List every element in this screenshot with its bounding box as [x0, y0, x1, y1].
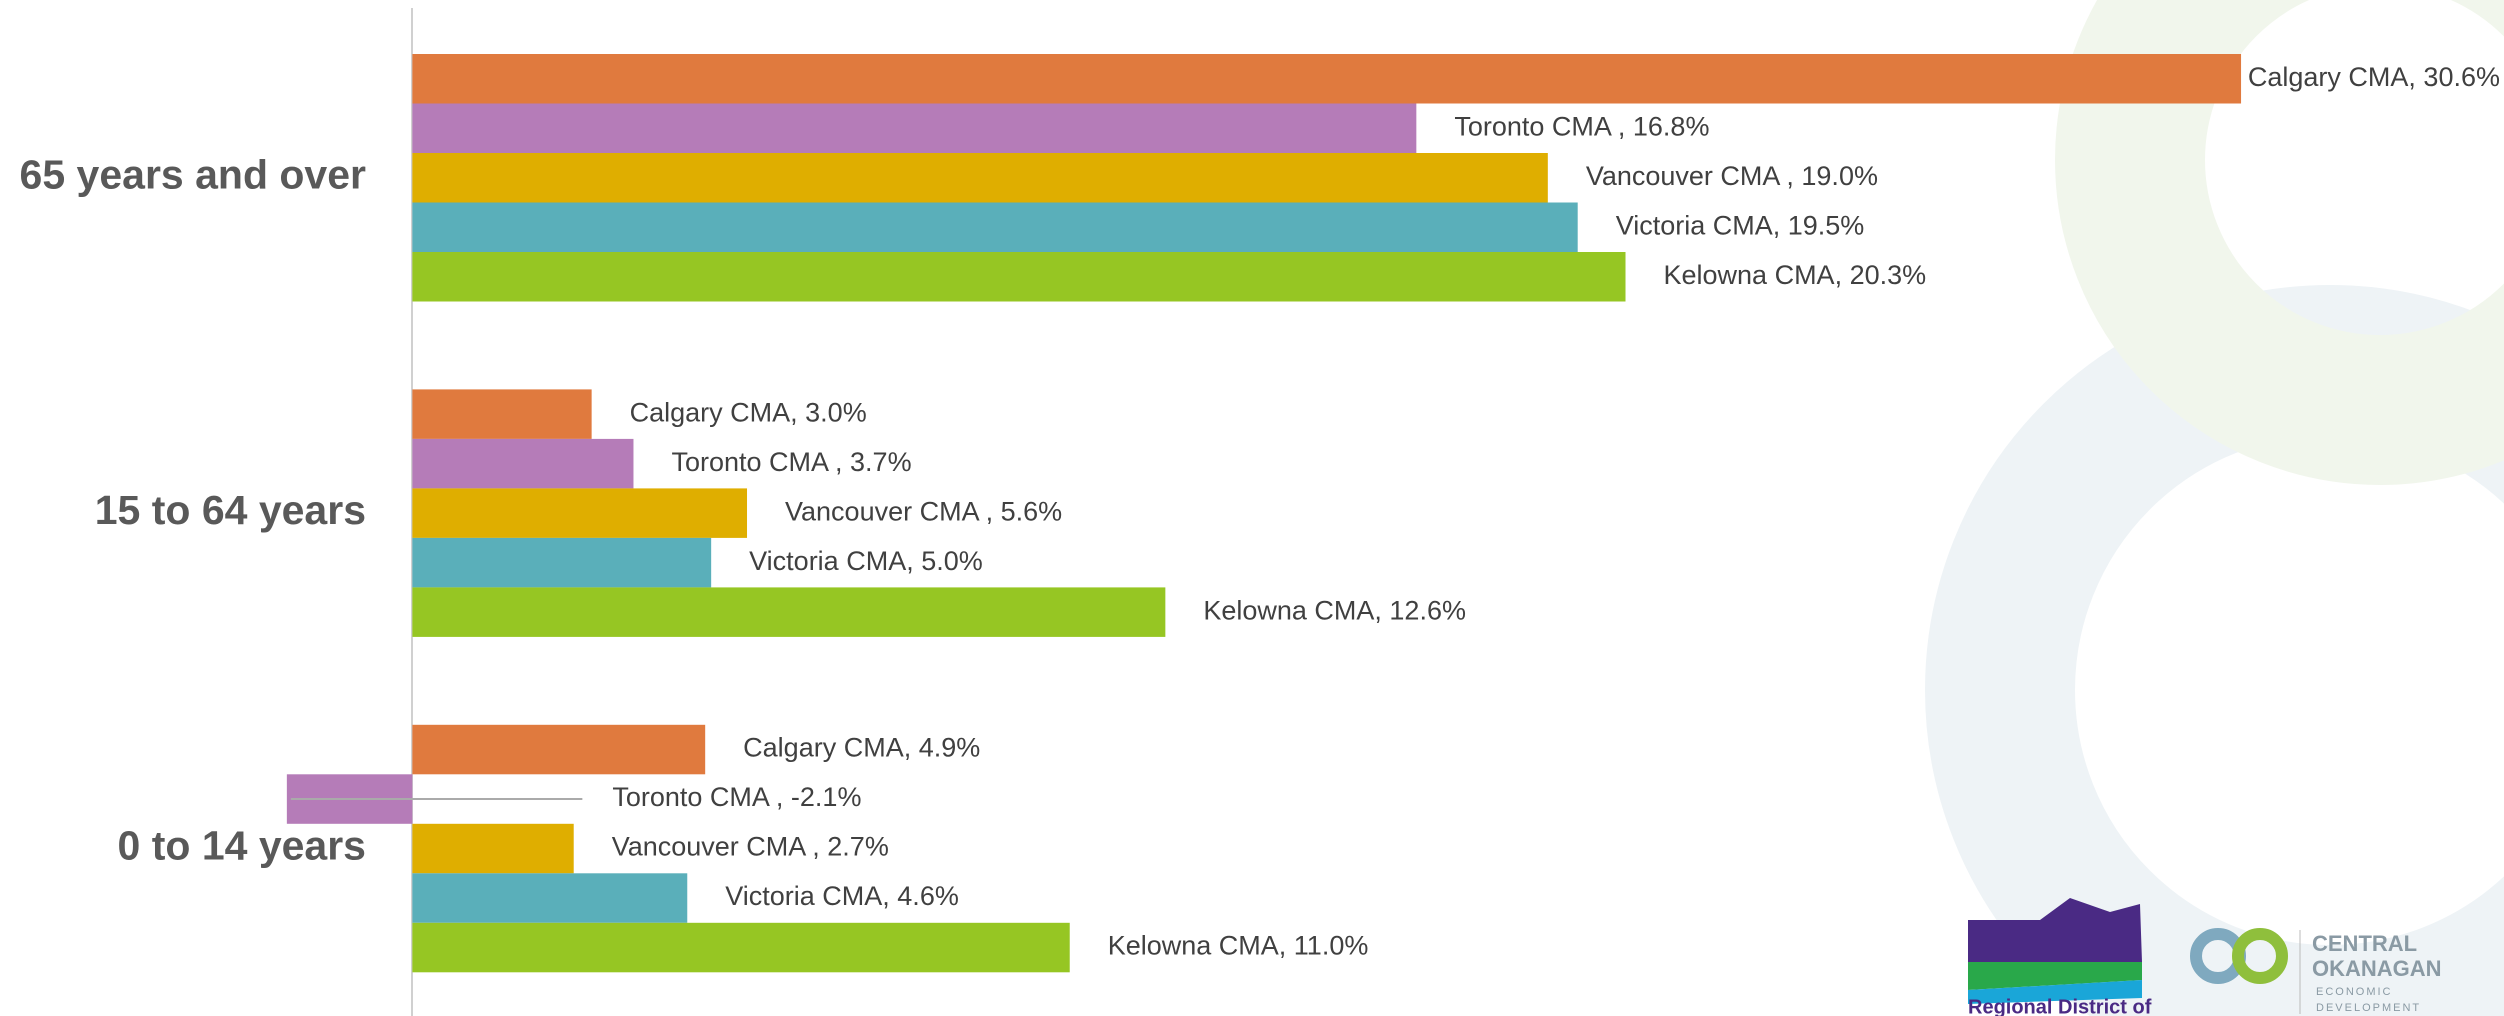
data-label: Vancouver CMA , 2.7% [612, 832, 889, 862]
bar [412, 587, 1166, 637]
bar [412, 537, 712, 588]
data-label: Vancouver CMA , 5.6% [785, 496, 1062, 526]
data-label: Calgary CMA, 30.6% [2248, 62, 2500, 92]
data-label: Calgary CMA, 3.0% [630, 397, 867, 427]
category-label: 0 to 14 years [118, 822, 366, 868]
data-label: Toronto CMA , 16.8% [1454, 111, 1709, 141]
bar [412, 488, 748, 538]
logo-text: Regional District of [1968, 996, 2152, 1016]
logo-regional: Regional District of [1968, 898, 2152, 1016]
logo-text: ECONOMIC [2316, 986, 2393, 998]
category-label: 65 years and over [20, 152, 366, 198]
data-label: Kelowna CMA, 20.3% [1664, 260, 1927, 290]
data-label: Victoria CMA, 5.0% [749, 546, 983, 576]
data-label: Vancouver CMA , 19.0% [1586, 161, 1878, 191]
data-label: Toronto CMA , -2.1% [612, 782, 861, 812]
logo-text: CENTRAL [2312, 931, 2417, 956]
bar [412, 823, 574, 874]
data-label: Victoria CMA, 19.5% [1616, 210, 1865, 240]
bar [412, 54, 2242, 104]
bar [412, 724, 706, 775]
data-label: Kelowna CMA, 12.6% [1203, 595, 1466, 625]
bar [412, 153, 1548, 203]
logo-central: CENTRAL OKANAGAN ECONOMIC DEVELOPMENT [2190, 928, 2442, 1014]
data-label: Toronto CMA , 3.7% [671, 447, 911, 477]
bar [412, 389, 592, 439]
bar [412, 252, 1626, 302]
background-decoration [1925, 0, 2504, 1016]
logo-text: OKANAGAN [2312, 956, 2442, 981]
bar [412, 922, 1070, 973]
data-label: Calgary CMA, 4.9% [743, 733, 980, 763]
bar [412, 873, 688, 923]
bar [412, 438, 634, 489]
bar [412, 103, 1417, 153]
data-label: Victoria CMA, 4.6% [725, 881, 959, 911]
logo-text: DEVELOPMENT [2316, 1002, 2421, 1014]
bar [412, 202, 1578, 252]
data-label: Kelowna CMA, 11.0% [1108, 931, 1369, 961]
category-label: 15 to 64 years [95, 487, 366, 533]
